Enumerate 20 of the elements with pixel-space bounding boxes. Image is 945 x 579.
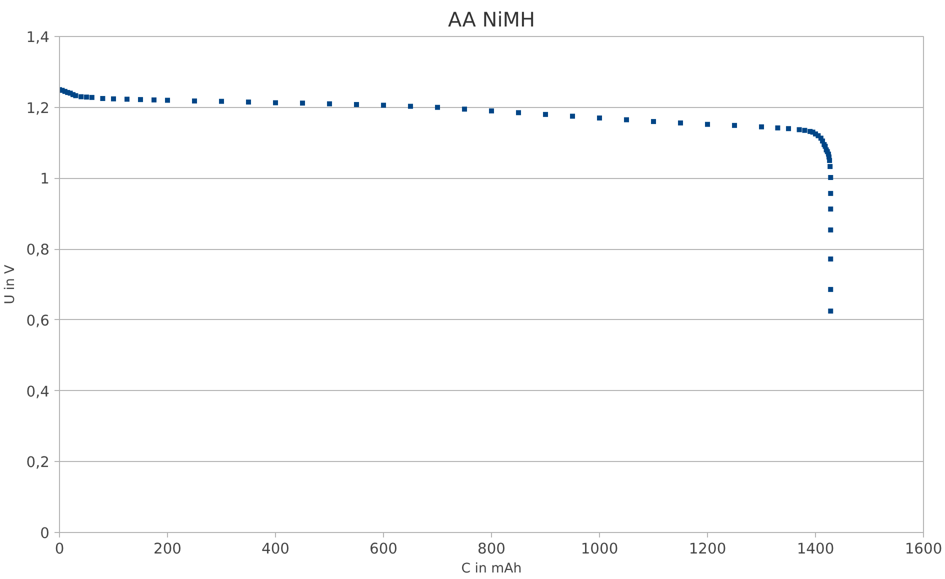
y-tick-label: 0,2 [26, 454, 50, 472]
y-tick-label: 0,8 [26, 242, 50, 259]
x-tick-label: 1200 [688, 540, 726, 558]
x-tick-label: 400 [262, 540, 290, 558]
x-tick-label: 1600 [904, 540, 942, 558]
y-tick-label: 1 [40, 170, 50, 188]
y-tick-label: 0,4 [26, 383, 50, 400]
x-tick-label: 800 [478, 540, 506, 558]
x-tick-label: 1400 [796, 540, 834, 558]
x-tick-label: 600 [370, 540, 398, 558]
x-axis-title: C in mAh [461, 562, 522, 576]
y-tick-label: 0 [40, 525, 50, 542]
x-tick-label: 0 [54, 540, 64, 558]
chart-title: AA NiMH [448, 8, 536, 32]
y-tick-label: 0,6 [26, 312, 50, 330]
x-tick-label: 200 [154, 540, 182, 558]
x-tick-label: 1000 [580, 540, 618, 558]
y-axis-title: U in V [3, 264, 18, 304]
y-tick-label: 1,4 [26, 29, 50, 46]
y-tick-label: 1,2 [26, 100, 50, 117]
